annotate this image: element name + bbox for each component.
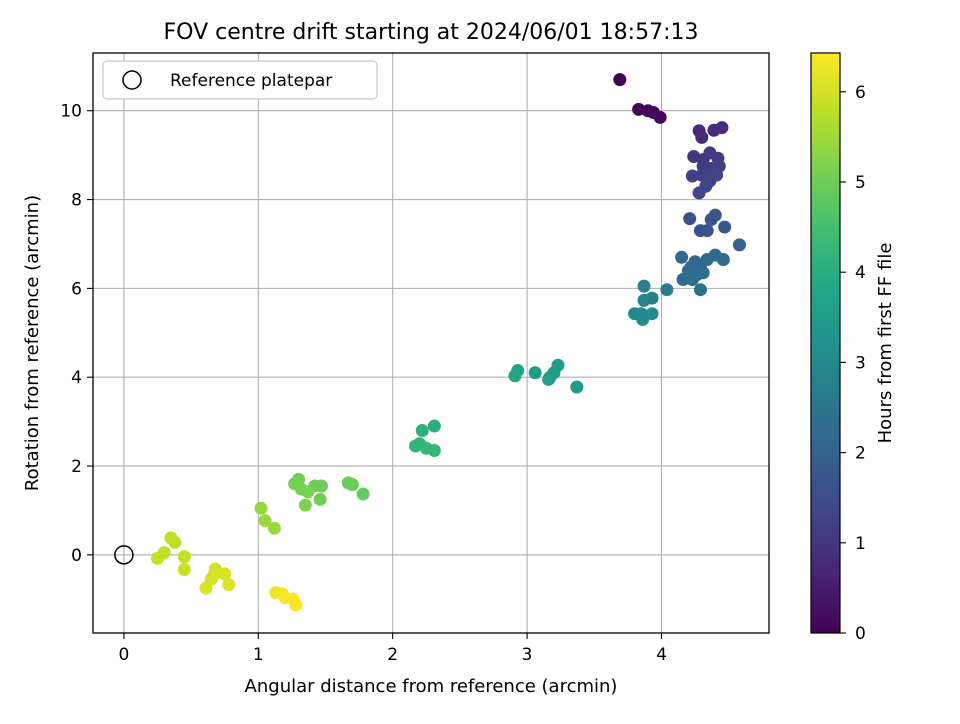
plot-frame xyxy=(92,52,770,634)
colorbar-tick-label: 1 xyxy=(855,534,866,554)
colorbar-tick-label: 3 xyxy=(855,353,866,373)
data-point xyxy=(254,501,268,515)
data-point xyxy=(695,130,709,144)
x-tick-label: 4 xyxy=(656,645,667,665)
data-point xyxy=(683,212,697,226)
colorbar-tick-label: 6 xyxy=(855,83,866,103)
x-axis-label: Angular distance from reference (arcmin) xyxy=(245,676,618,697)
data-point xyxy=(685,169,699,183)
x-axis-ticks: 0 1 2 3 4 xyxy=(118,633,667,665)
data-point xyxy=(177,550,191,564)
data-point xyxy=(732,238,746,252)
data-point xyxy=(716,253,730,267)
x-tick-label: 2 xyxy=(387,645,398,665)
data-point xyxy=(675,250,689,264)
colorbar-tick-label: 0 xyxy=(855,624,866,644)
legend-box xyxy=(102,60,378,100)
data-point xyxy=(313,492,327,506)
data-point xyxy=(199,581,213,595)
data-point xyxy=(718,220,732,234)
data-point xyxy=(298,498,312,512)
colorbar-label: Hours from first FF file xyxy=(875,243,896,444)
data-point xyxy=(177,562,191,576)
data-point xyxy=(528,366,542,380)
data-point xyxy=(637,279,651,293)
data-point xyxy=(613,73,627,87)
data-point xyxy=(710,168,724,182)
y-tick-label: 0 xyxy=(71,546,82,566)
data-point xyxy=(685,272,699,286)
data-point xyxy=(151,551,165,565)
colorbar-ticks: 0 1 2 3 4 5 6 xyxy=(840,83,866,644)
y-tick-label: 2 xyxy=(71,457,82,477)
data-point xyxy=(218,567,232,581)
data-point xyxy=(222,578,236,592)
data-point xyxy=(660,283,674,297)
data-point xyxy=(542,372,556,386)
data-point xyxy=(700,224,714,238)
data-point xyxy=(267,521,281,535)
y-tick-label: 10 xyxy=(60,102,82,122)
x-tick-label: 0 xyxy=(118,645,129,665)
data-point xyxy=(676,272,690,286)
colorbar-tick-label: 4 xyxy=(855,263,866,283)
data-point xyxy=(427,443,441,457)
data-point xyxy=(636,312,650,326)
data-point xyxy=(278,591,292,605)
data-point xyxy=(696,266,710,280)
data-point xyxy=(508,369,522,383)
reference-point xyxy=(114,545,134,565)
data-point xyxy=(427,419,441,433)
data-point xyxy=(289,598,303,612)
y-tick-label: 8 xyxy=(71,191,82,211)
data-point xyxy=(645,307,659,321)
data-point xyxy=(708,208,722,222)
colorbar-tick-label: 2 xyxy=(855,444,866,464)
colorbar-tick-label: 5 xyxy=(855,173,866,193)
data-point xyxy=(692,186,706,200)
data-point xyxy=(653,110,667,124)
y-tick-label: 6 xyxy=(71,279,82,299)
x-tick-label: 3 xyxy=(522,645,533,665)
data-point xyxy=(637,293,651,307)
legend-entry-reference: Reference platepar xyxy=(170,71,332,91)
chart-title: FOV centre drift starting at 2024/06/01 … xyxy=(164,20,699,45)
data-point xyxy=(258,514,272,528)
legend-marker xyxy=(122,70,142,90)
grid-lines xyxy=(93,53,769,633)
data-point xyxy=(341,476,355,490)
y-axis-ticks: 0 2 4 6 8 10 xyxy=(60,102,93,566)
data-point xyxy=(356,487,370,501)
y-axis-label: Rotation from reference (arcmin) xyxy=(22,195,43,491)
data-point xyxy=(693,283,707,297)
y-tick-label: 4 xyxy=(71,368,82,388)
data-points xyxy=(151,73,746,612)
legend: Reference platepar xyxy=(102,60,378,100)
colorbar xyxy=(810,52,841,634)
data-point xyxy=(415,423,429,437)
x-tick-label: 1 xyxy=(253,645,264,665)
data-point xyxy=(715,121,729,135)
data-point xyxy=(570,380,584,394)
data-point xyxy=(301,485,315,499)
data-point xyxy=(168,535,182,549)
